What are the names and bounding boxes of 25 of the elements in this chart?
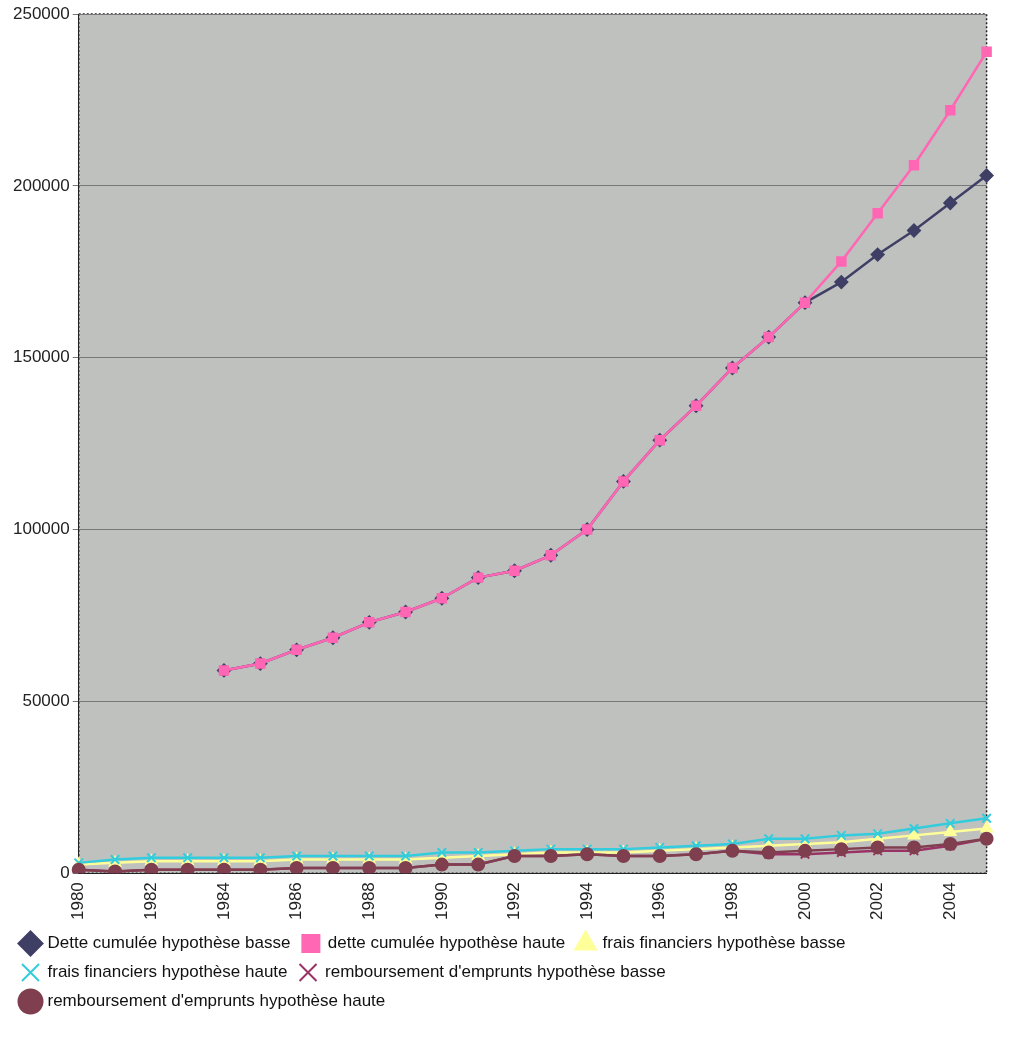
y-tick-label: 50000 — [22, 691, 70, 711]
legend-label: remboursement d'emprunts hypothèse haute — [47, 991, 386, 1011]
legend-label: Dette cumulée hypothèse basse — [47, 933, 291, 953]
y-tick-label: 250000 — [12, 3, 70, 23]
y-tick-label: 150000 — [12, 347, 70, 367]
x-tick-label: 2000 — [794, 882, 814, 921]
x-tick-label: 2004 — [939, 882, 959, 921]
x-tick-label: 1984 — [213, 882, 233, 921]
x-tick-label: 1982 — [141, 882, 161, 921]
x-tick-label: 1990 — [431, 882, 451, 921]
x-tick-label: 1992 — [504, 882, 524, 921]
legend-label: frais financiers hypothèse haute — [47, 962, 288, 982]
x-tick-label: 1988 — [358, 882, 378, 921]
x-tick-label: 1980 — [68, 882, 88, 921]
x-tick-label: 1994 — [576, 882, 596, 921]
legend-label: dette cumulée hypothèse haute — [327, 933, 566, 953]
x-tick-label: 1998 — [722, 882, 742, 921]
legend-label: frais financiers hypothèse basse — [602, 933, 846, 953]
legend-label: remboursement d'emprunts hypothèse basse — [325, 962, 666, 982]
x-tick-label: 1996 — [649, 882, 669, 921]
x-tick-label: 1986 — [286, 882, 306, 921]
y-tick-label: 0 — [60, 862, 70, 882]
x-tick-label: 2002 — [867, 882, 887, 921]
y-tick-label: 200000 — [12, 175, 70, 195]
y-tick-label: 100000 — [12, 519, 70, 539]
